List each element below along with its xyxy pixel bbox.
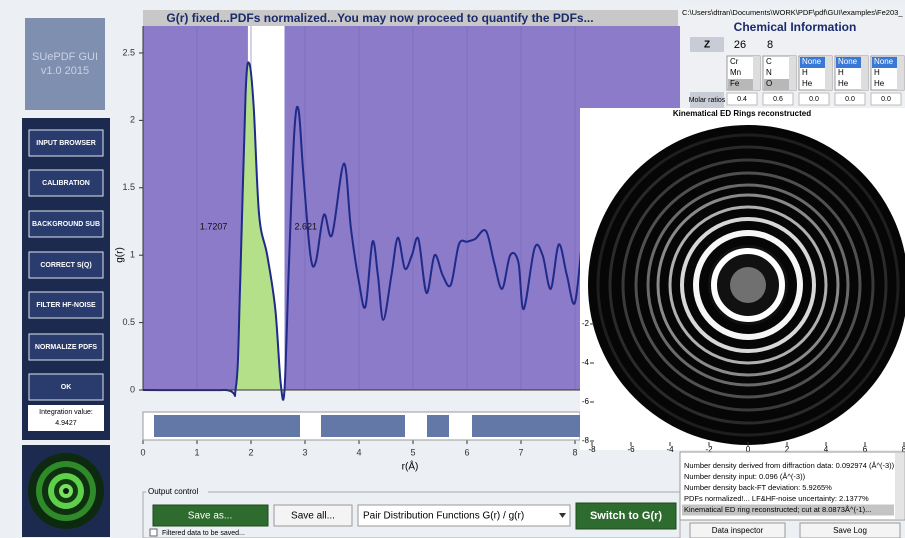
log-line: Number density input: 0.096 (Å^(-3))	[684, 472, 806, 481]
list-scroll	[861, 56, 868, 90]
y-tick-label: 0.5	[122, 317, 135, 327]
y-tick-label: -4	[582, 358, 590, 367]
checkbox[interactable]	[150, 529, 157, 536]
list-item: H	[802, 68, 808, 77]
integration-label: Integration value:	[39, 409, 93, 416]
x-tick-label: 8	[572, 447, 577, 457]
nav-button-label: FILTER HF-NOISE	[36, 302, 96, 309]
log-line: Kinematical ED ring reconstructed; cut a…	[684, 505, 871, 514]
save-as-label: Save as...	[188, 511, 232, 522]
nav-button-label: CALIBRATION	[42, 180, 90, 187]
molar-value: 0.6	[773, 96, 783, 103]
list-item: He	[802, 79, 813, 88]
preview-ring	[63, 488, 69, 494]
list-item: Mn	[730, 68, 741, 77]
integration-value: 4.9427	[55, 420, 77, 427]
peak-bound-label: 2.621	[295, 221, 318, 231]
y-tick-label: -2	[582, 319, 590, 328]
x-tick-label: 2	[248, 447, 253, 457]
molar-value: 0.0	[845, 96, 855, 103]
molar-label: Molar ratios	[689, 97, 726, 104]
molar-value: 0.0	[809, 96, 819, 103]
x-tick-label: 1	[194, 447, 199, 457]
log-line: PDFs normalized!... LF&HF-noise uncertai…	[684, 494, 869, 503]
peak-bound-label: 1.7207	[200, 221, 228, 231]
range-segment[interactable]	[321, 415, 405, 437]
list-scroll	[825, 56, 832, 90]
log-button-label: Save Log	[833, 526, 867, 535]
list-item: Cr	[730, 57, 739, 66]
y-tick-label: 1.5	[122, 182, 135, 192]
y-tick-label: 1	[130, 250, 135, 260]
chem-title: Chemical Information	[734, 20, 857, 34]
y-tick-label: 2.5	[122, 47, 135, 57]
list-item: He	[838, 79, 849, 88]
list-item: None	[838, 57, 858, 66]
rings-title: Kinematical ED Rings reconstructed	[673, 109, 811, 118]
x-tick-label: 5	[410, 447, 415, 457]
save-all-label: Save all...	[291, 511, 335, 522]
list-item: He	[874, 79, 885, 88]
nav-button-label: NORMALIZE PDFS	[35, 344, 98, 351]
log-button-label: Data inspector	[712, 526, 764, 535]
log-line: Number density back-FT deviation: 5.9265…	[684, 483, 832, 492]
molar-value: 0.0	[881, 96, 891, 103]
switch-label: Switch to G(r)	[590, 510, 662, 522]
range-segment[interactable]	[427, 415, 449, 437]
z-label: Z	[704, 40, 710, 51]
list-scroll	[897, 56, 904, 90]
range-segment[interactable]	[472, 415, 580, 437]
x-axis-label: r(Å)	[402, 460, 419, 473]
list-scroll	[753, 56, 760, 90]
logo-title: SUePDF GUI	[32, 51, 98, 63]
list-item: None	[802, 57, 822, 66]
page: { "title_bar": "G(r) fixed...PDFs normal…	[0, 0, 905, 538]
y-tick-label: -8	[582, 436, 590, 445]
nav-button-label: CORRECT S(Q)	[40, 262, 91, 269]
list-item: Fe	[730, 79, 740, 88]
logo-version: v1.0 2015	[41, 65, 89, 77]
x-tick-label: 4	[356, 447, 361, 457]
app-window: SUePDF GUI v1.0 2015 INPUT BROWSER CALIBRAT…	[0, 0, 905, 538]
log-line: Number density derived from diffraction …	[684, 461, 895, 470]
y-axis-label: g(r)	[115, 247, 126, 263]
y-tick-label: 2	[130, 115, 135, 125]
log-scrollbar	[895, 453, 904, 519]
x-tick-label: 0	[140, 447, 145, 457]
molar-value: 0.4	[737, 96, 747, 103]
nav-button-label: OK	[61, 384, 72, 391]
list-item: O	[766, 79, 772, 88]
title-bar-text: G(r) fixed...PDFs normalized...You may n…	[166, 11, 593, 25]
x-tick-label: 3	[302, 447, 307, 457]
x-tick-label: 7	[518, 447, 523, 457]
z-value: 8	[767, 39, 773, 51]
x-tick-label: -4	[666, 445, 674, 454]
output-dropdown-label: Pair Distribution Functions G(r) / g(r)	[363, 511, 524, 522]
x-tick-label: -6	[627, 445, 635, 454]
list-item: N	[766, 68, 772, 77]
center-spot	[730, 267, 766, 303]
range-segment[interactable]	[154, 415, 300, 437]
nav-button-label: INPUT BROWSER	[36, 140, 96, 147]
y-tick-label: -6	[582, 397, 590, 406]
z-value: 26	[734, 39, 746, 51]
x-tick-label: -8	[588, 445, 596, 454]
x-tick-label: 6	[464, 447, 469, 457]
list-scroll	[789, 56, 796, 90]
list-item: C	[766, 57, 772, 66]
output-label: Output control	[148, 487, 198, 496]
y-tick-label: 0	[130, 384, 135, 394]
list-item: None	[874, 57, 894, 66]
nav-button-label: BACKGROUND SUB	[32, 221, 100, 228]
file-path: C:\Users\dtran\Documents\WORK\PDF\pdf\GU…	[682, 8, 903, 17]
list-item: H	[874, 68, 880, 77]
checkbox-label: Filtered data to be saved...	[162, 530, 245, 537]
list-item: H	[838, 68, 844, 77]
